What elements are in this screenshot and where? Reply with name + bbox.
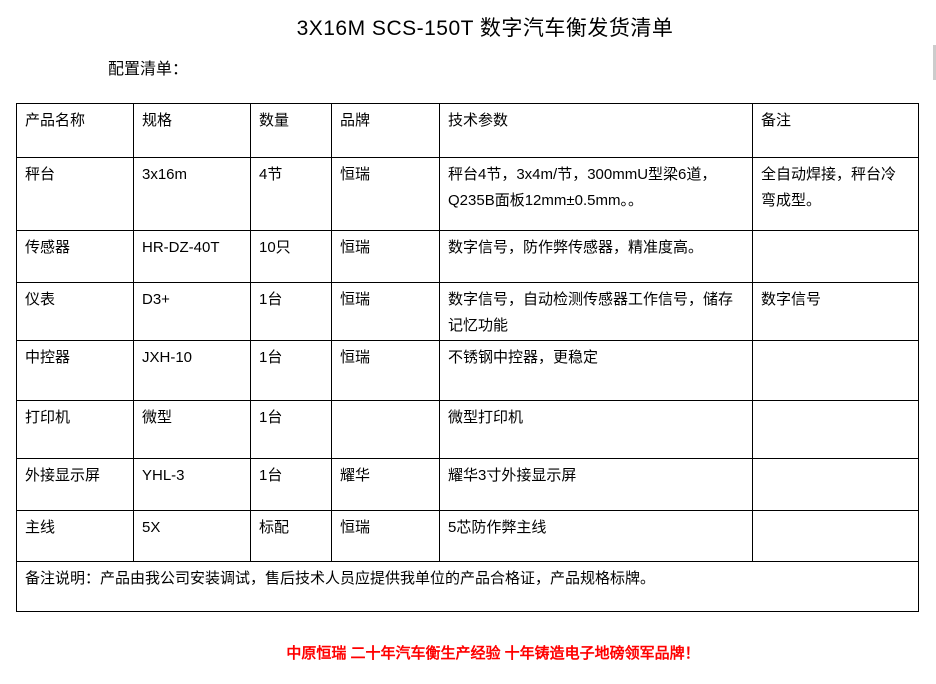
page-edge-divider xyxy=(933,45,936,80)
header-quantity: 数量 xyxy=(250,103,332,158)
cell-product-name: 主线 xyxy=(16,510,134,562)
cell-remarks xyxy=(752,510,919,562)
cell-spec: D3+ xyxy=(133,282,251,341)
table-header-row: 产品名称 规格 数量 品牌 技术参数 备注 xyxy=(16,103,919,158)
header-remarks: 备注 xyxy=(752,103,919,158)
cell-spec: YHL-3 xyxy=(133,458,251,511)
header-product-name: 产品名称 xyxy=(16,103,134,158)
shipping-list-table: 产品名称 规格 数量 品牌 技术参数 备注 秤台 3x16m 4节 恒瑞 秤台4节，3x… xyxy=(16,103,919,612)
header-tech-params: 技术参数 xyxy=(439,103,753,158)
cell-remarks: 全自动焊接，秤台冷弯成型。 xyxy=(752,157,919,231)
cell-tech-params: 数字信号，防作弊传感器，精准度高。 xyxy=(439,230,753,283)
table-row: 外接显示屏 YHL-3 1台 耀华 耀华3寸外接显示屏 xyxy=(16,458,919,511)
cell-quantity: 标配 xyxy=(250,510,332,562)
cell-tech-params: 不锈钢中控器，更稳定 xyxy=(439,340,753,401)
note-text: 备注说明：产品由我公司安装调试，售后技术人员应提供我单位的产品合格证，产品规格标… xyxy=(16,561,919,612)
cell-quantity: 4节 xyxy=(250,157,332,231)
document-title: 3X16M SCS-150T 数字汽车衡发货清单 xyxy=(296,17,674,40)
cell-product-name: 中控器 xyxy=(16,340,134,401)
header-brand: 品牌 xyxy=(331,103,440,158)
cell-product-name: 仪表 xyxy=(16,282,134,341)
cell-quantity: 1台 xyxy=(250,282,332,341)
table-row: 主线 5X 标配 恒瑞 5芯防作弊主线 xyxy=(16,510,919,562)
note-row: 备注说明：产品由我公司安装调试，售后技术人员应提供我单位的产品合格证，产品规格标… xyxy=(16,561,919,612)
cell-spec: 3x16m xyxy=(133,157,251,231)
slogan-footer: 中原恒瑞 二十年汽车衡生产经验 十年铸造电子地磅领军品牌！ xyxy=(286,645,700,662)
cell-quantity: 1台 xyxy=(250,400,332,459)
cell-remarks xyxy=(752,400,919,459)
cell-brand xyxy=(331,400,440,459)
cell-remarks xyxy=(752,340,919,401)
table-row: 传感器 HR-DZ-40T 10只 恒瑞 数字信号，防作弊传感器，精准度高。 xyxy=(16,230,919,283)
cell-spec: 5X xyxy=(133,510,251,562)
cell-brand: 恒瑞 xyxy=(331,157,440,231)
cell-quantity: 1台 xyxy=(250,458,332,511)
cell-quantity: 1台 xyxy=(250,340,332,401)
cell-brand: 恒瑞 xyxy=(331,282,440,341)
cell-brand: 恒瑞 xyxy=(331,230,440,283)
cell-remarks: 数字信号 xyxy=(752,282,919,341)
cell-brand: 恒瑞 xyxy=(331,340,440,401)
cell-brand: 耀华 xyxy=(331,458,440,511)
cell-product-name: 打印机 xyxy=(16,400,134,459)
cell-spec: 微型 xyxy=(133,400,251,459)
table-row: 中控器 JXH-10 1台 恒瑞 不锈钢中控器，更稳定 xyxy=(16,340,919,401)
cell-tech-params: 数字信号，自动检测传感器工作信号，储存记忆功能 xyxy=(439,282,753,341)
cell-product-name: 传感器 xyxy=(16,230,134,283)
cell-product-name: 外接显示屏 xyxy=(16,458,134,511)
cell-product-name: 秤台 xyxy=(16,157,134,231)
table-row: 秤台 3x16m 4节 恒瑞 秤台4节，3x4m/节，300mmU型梁6道，Q235B面… xyxy=(16,157,919,231)
cell-spec: JXH-10 xyxy=(133,340,251,401)
cell-spec: HR-DZ-40T xyxy=(133,230,251,283)
header-spec: 规格 xyxy=(133,103,251,158)
cell-remarks xyxy=(752,230,919,283)
cell-tech-params: 微型打印机 xyxy=(439,400,753,459)
cell-brand: 恒瑞 xyxy=(331,510,440,562)
cell-remarks xyxy=(752,458,919,511)
table-row: 仪表 D3+ 1台 恒瑞 数字信号，自动检测传感器工作信号，储存记忆功能 数字信号 xyxy=(16,282,919,341)
cell-tech-params: 耀华3寸外接显示屏 xyxy=(439,458,753,511)
cell-quantity: 10只 xyxy=(250,230,332,283)
config-list-label: 配置清单： xyxy=(108,61,189,78)
cell-tech-params: 秤台4节，3x4m/节，300mmU型梁6道，Q235B面板12mm±0.5mm… xyxy=(439,157,753,231)
table-row: 打印机 微型 1台 微型打印机 xyxy=(16,400,919,459)
cell-tech-params: 5芯防作弊主线 xyxy=(439,510,753,562)
